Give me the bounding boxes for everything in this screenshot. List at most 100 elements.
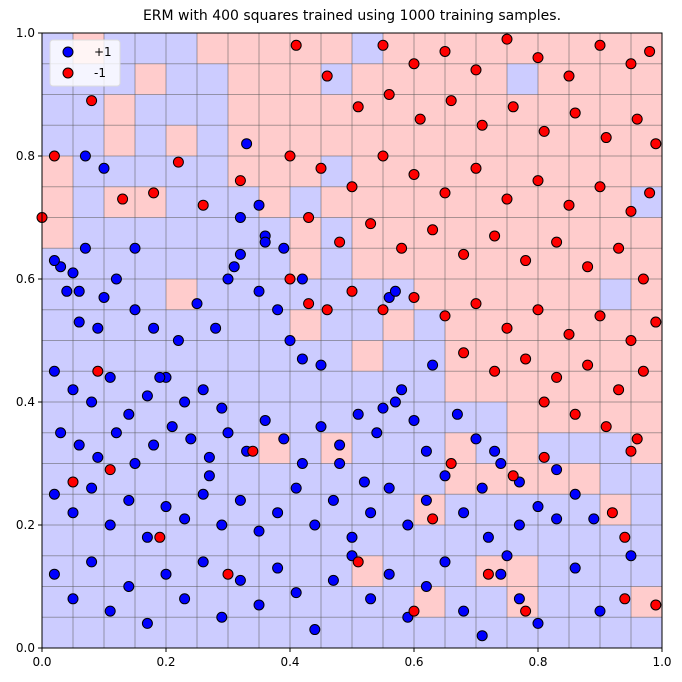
data-point (321, 70, 333, 82)
region-cell (414, 156, 446, 188)
data-point (334, 458, 346, 469)
data-point (383, 568, 395, 580)
region-cell (507, 432, 539, 464)
data-point (234, 494, 246, 506)
region-cell (321, 156, 353, 188)
region-cell (383, 309, 415, 341)
region-cell (290, 94, 322, 126)
data-point (600, 132, 612, 144)
data-point (222, 568, 234, 580)
region-cell (135, 279, 167, 311)
data-point (259, 414, 271, 426)
data-point (439, 310, 451, 322)
data-point (625, 205, 637, 217)
region-cell (538, 586, 570, 618)
region-cell (321, 248, 353, 280)
data-point (606, 507, 618, 519)
data-point (234, 574, 246, 586)
legend-label-pos: +1 (94, 45, 112, 59)
data-point (551, 371, 563, 383)
region-cell (228, 186, 260, 218)
region-cell (600, 33, 632, 65)
data-point (92, 322, 104, 334)
region-cell (476, 494, 508, 526)
data-point (197, 384, 209, 396)
region-cell (414, 248, 446, 280)
data-point (346, 531, 358, 543)
data-point (73, 285, 85, 297)
region-cell (352, 279, 384, 311)
data-point (476, 482, 488, 494)
data-point (619, 593, 631, 605)
region-cell (569, 156, 601, 188)
data-point (253, 285, 265, 297)
x-axis: 0.0 0.2 0.4 0.6 0.8 1.0 (32, 648, 672, 669)
region-cell (73, 186, 105, 218)
region-cell (600, 340, 632, 372)
region-cell (383, 217, 415, 249)
region-cell (166, 248, 198, 280)
region-cell (476, 402, 508, 434)
region-cell (197, 217, 229, 249)
region-cell (476, 586, 508, 618)
data-point (501, 33, 513, 45)
region-cell (228, 617, 260, 649)
data-point (253, 199, 265, 211)
region-cell (104, 94, 136, 126)
data-point (513, 519, 525, 531)
region-cell (600, 156, 632, 188)
region-cell (476, 156, 508, 188)
region-cell (73, 617, 105, 649)
region-cell (507, 279, 539, 311)
data-point (408, 168, 420, 180)
region-cell (600, 555, 632, 587)
data-point (538, 451, 550, 463)
region-cell (352, 186, 384, 218)
data-point (352, 556, 364, 568)
y-tick-label: 0.4 (16, 395, 35, 409)
data-point (507, 470, 519, 482)
region-cell (166, 463, 198, 495)
region-cell (259, 156, 291, 188)
region-cell (135, 33, 167, 65)
region-cell (259, 340, 291, 372)
data-point (594, 181, 606, 193)
region-cell (383, 248, 415, 280)
data-point (315, 162, 327, 174)
data-point (563, 328, 575, 340)
region-cell (321, 586, 353, 618)
region-cell (414, 371, 446, 403)
data-point (296, 458, 308, 469)
region-cell (228, 279, 260, 311)
region-cell (290, 555, 322, 587)
region-cell (259, 279, 291, 311)
data-point (383, 89, 395, 100)
region-cell (538, 248, 570, 280)
region-cell (228, 217, 260, 249)
data-point (520, 605, 532, 617)
data-point (98, 162, 110, 174)
region-cell (569, 33, 601, 65)
data-point (644, 45, 656, 57)
region-cell (383, 125, 415, 157)
region-cell (104, 279, 136, 311)
region-cell (104, 217, 136, 249)
data-point (365, 593, 377, 605)
plot-frame (41, 32, 663, 649)
data-point (290, 39, 302, 51)
region-cell (104, 125, 136, 157)
region-cell (538, 279, 570, 311)
data-point (625, 58, 637, 70)
data-point (352, 101, 364, 113)
region-cell (73, 402, 105, 434)
data-point (377, 150, 389, 162)
data-point (334, 236, 346, 248)
data-point (501, 193, 513, 205)
data-point (427, 513, 439, 525)
region-cell (73, 156, 105, 188)
data-point (216, 611, 228, 623)
region-cell (538, 340, 570, 372)
region-cell (290, 432, 322, 464)
data-point (92, 451, 104, 463)
region-cell (352, 63, 384, 95)
